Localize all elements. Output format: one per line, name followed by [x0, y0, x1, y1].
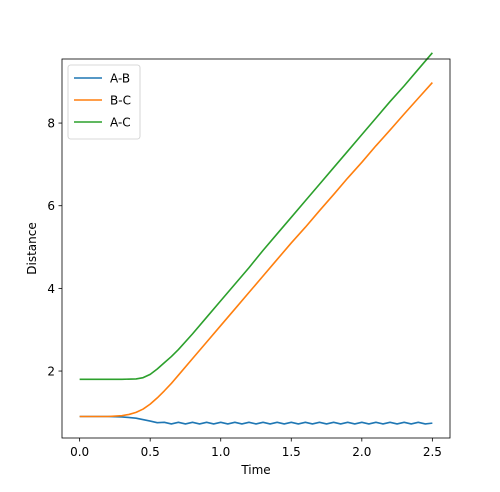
- y-tick-label: 4: [47, 282, 55, 296]
- x-tick-label: 1.0: [211, 445, 230, 459]
- legend: A-B B-C A-C: [67, 64, 141, 140]
- y-axis-label: Distance: [25, 222, 39, 274]
- plot-area: [79, 52, 433, 425]
- legend-box: [67, 64, 141, 140]
- y-axis: 2 4 6 8: [47, 117, 62, 379]
- x-axis-label: Time: [240, 463, 270, 477]
- y-tick-label: 6: [47, 199, 55, 213]
- legend-label: A-B: [110, 72, 130, 86]
- series-line-b-c: [79, 82, 433, 418]
- legend-label: A-C: [110, 116, 131, 130]
- axes-frame: [61, 58, 451, 439]
- x-tick-label: 2.0: [352, 445, 371, 459]
- x-tick-label: 0.0: [70, 445, 89, 459]
- x-tick-label: 1.5: [282, 445, 301, 459]
- y-tick-label: 8: [47, 117, 55, 131]
- legend-label: B-C: [110, 94, 131, 108]
- x-axis: 0.0 0.5 1.0 1.5 2.0 2.5: [70, 438, 442, 459]
- x-tick-label: 2.5: [423, 445, 442, 459]
- series-line-a-c: [79, 52, 433, 381]
- y-tick-label: 2: [47, 365, 55, 379]
- series-line-a-b: [79, 415, 433, 425]
- x-tick-label: 0.5: [141, 445, 160, 459]
